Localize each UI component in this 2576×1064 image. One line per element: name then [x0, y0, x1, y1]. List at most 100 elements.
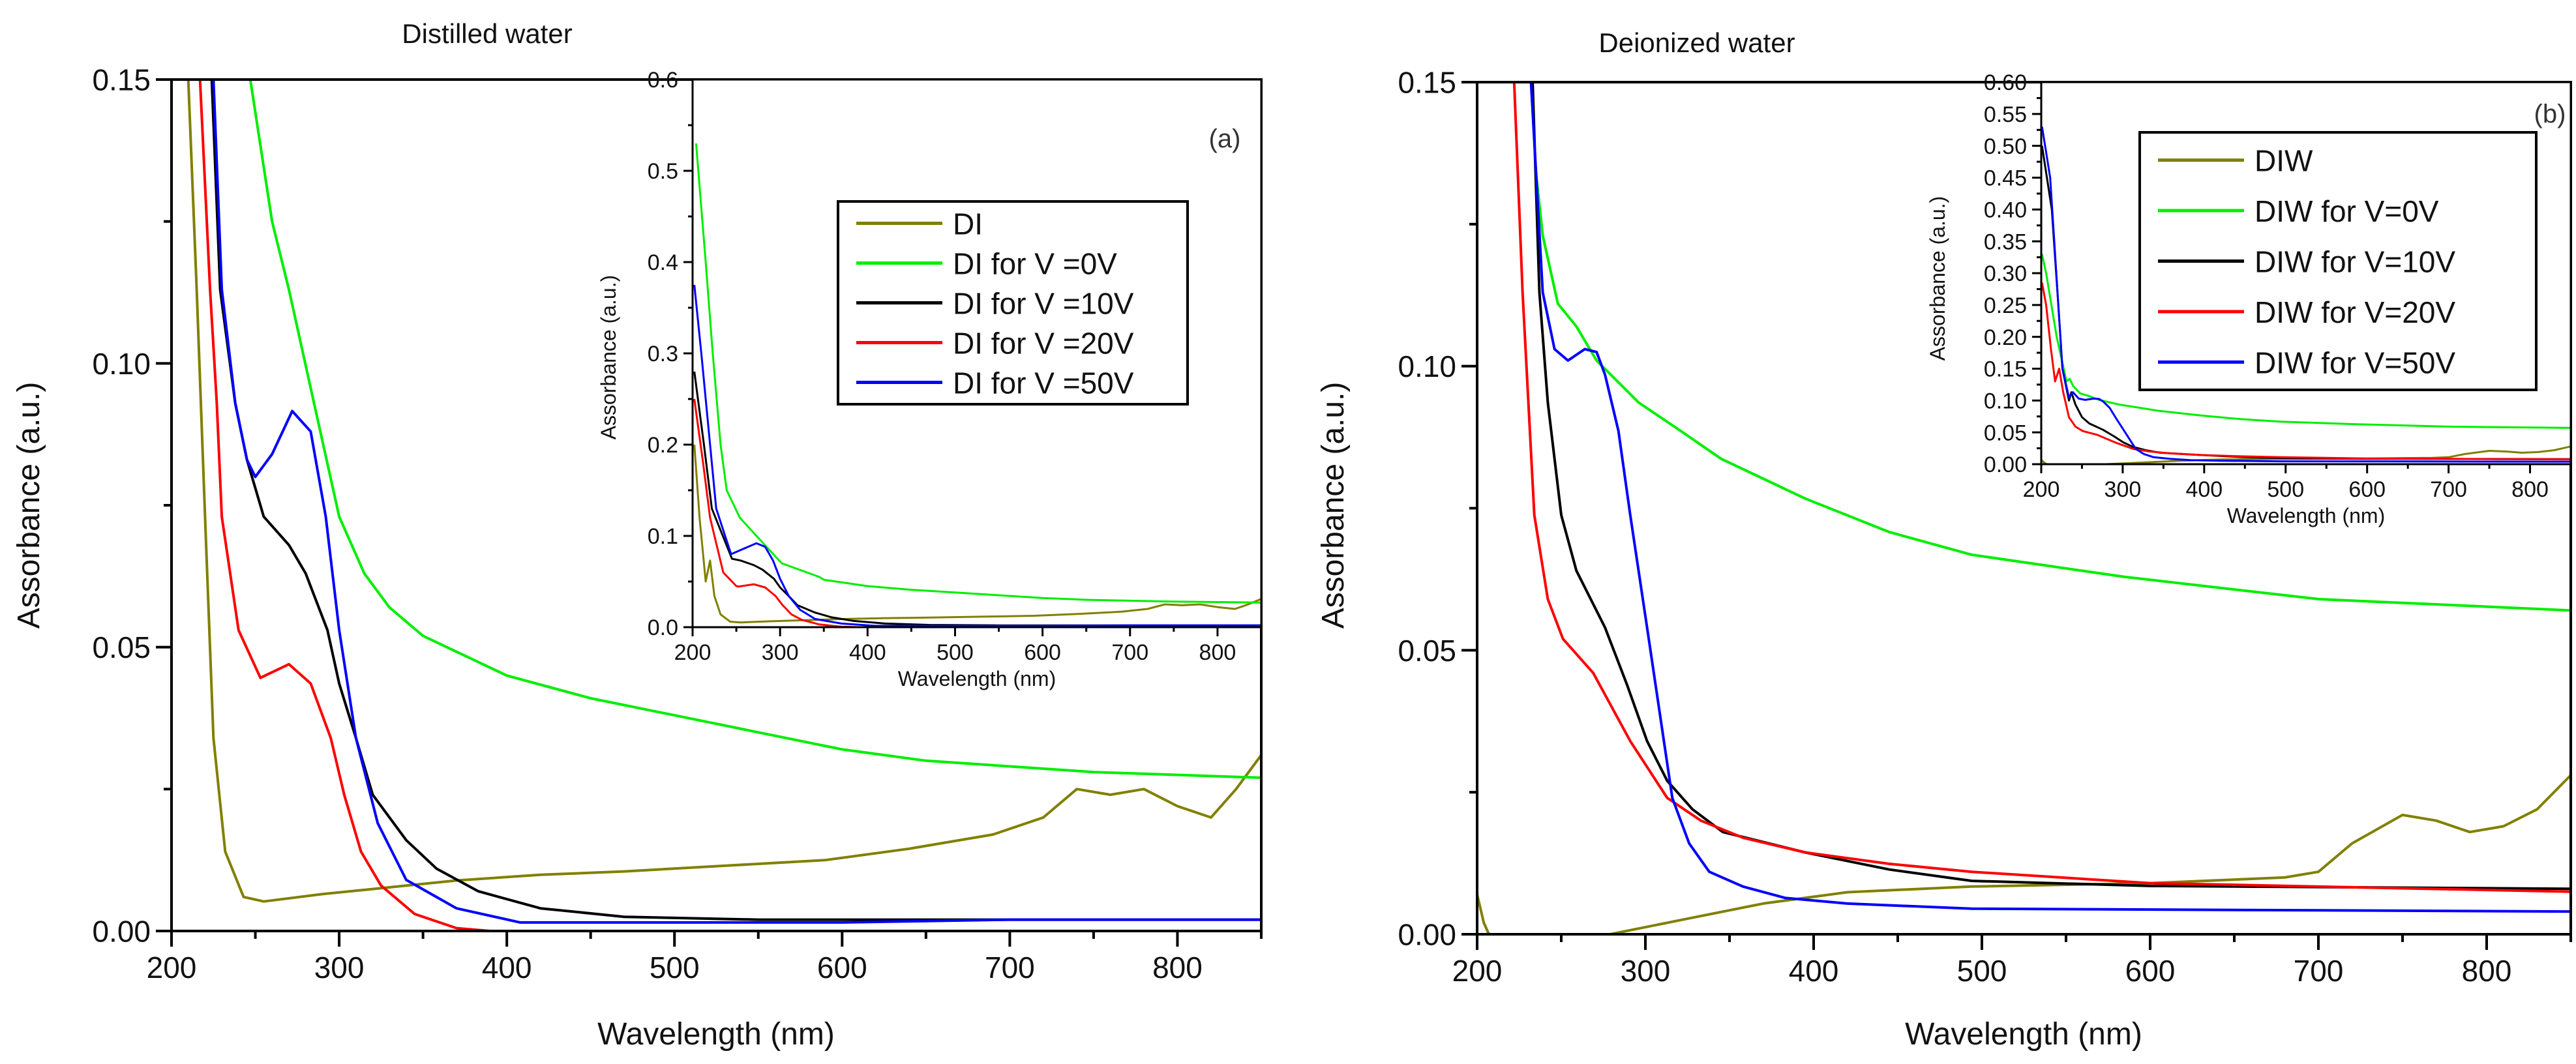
y-tick-label: 0.10 [1398, 349, 1456, 383]
legend-item: DIW for V=0V [2158, 194, 2439, 228]
x-tick-label: 600 [2348, 477, 2386, 502]
main-plot-b: 200 300 400 500 600 700 800 0.00 0.05 0.10 0.15 [1398, 66, 2572, 988]
x-tick-label: 300 [314, 951, 365, 984]
y-tick-label: 0.5 [648, 159, 678, 184]
y-tick-label: 0.05 [1398, 634, 1456, 668]
legend-label: DIW [2254, 144, 2313, 178]
legend-a: DI DI for V =0V DI for V =10V DI for V =20V… [837, 200, 1189, 406]
series-line-2 [248, 80, 1261, 779]
legend-item: DIW for V=10V [2158, 245, 2455, 279]
series-line-2 [1535, 173, 2571, 612]
y-tick-label: 0.1 [648, 524, 678, 549]
y-tick-label: 0.50 [1984, 134, 2027, 159]
inset-a-series-group [693, 143, 1261, 627]
legend-item: DI for V =50V [856, 366, 1134, 400]
x-tick-label: 200 [147, 951, 197, 984]
series-line-4 [198, 80, 1261, 931]
y-tick-label: 0.0 [648, 615, 678, 640]
x-tick-label: 500 [650, 951, 700, 984]
x-tick-label: 300 [2104, 477, 2142, 502]
y-tick-label: 0.00 [1984, 452, 2027, 477]
y-tick-label: 0.10 [1984, 389, 2027, 414]
inset-x-axis-label-b: Wavelength (nm) [2227, 504, 2385, 527]
y-tick-label: 0.25 [1984, 293, 2027, 318]
series-line-4 [693, 398, 1261, 627]
y-axis-label-b: Assorbance (a.u.) [1316, 382, 1351, 629]
panel-b: Deionized water 200 300 400 500 600 700 800 0.0… [1316, 27, 2572, 1052]
y-tick-label: 0.35 [1984, 229, 2027, 254]
legend-label: DI for V =10V [953, 287, 1134, 321]
x-tick-label: 500 [936, 640, 974, 665]
y-tick-label: 0.20 [1984, 325, 2027, 350]
series-line-4 [1512, 82, 2571, 893]
y-tick-label: 0.00 [1398, 918, 1456, 952]
legend-label: DI for V =20V [953, 326, 1134, 360]
legend-label: DI for V =0V [953, 247, 1117, 281]
x-tick-label: 600 [1024, 640, 1061, 665]
x-tick-label: 400 [2185, 477, 2223, 502]
series-line-1 [693, 444, 1261, 624]
inset-y-axis-label-a: Assorbance (a.u.) [597, 275, 620, 440]
x-tick-label: 600 [2125, 954, 2176, 988]
x-tick-label: 800 [1152, 951, 1203, 984]
legend-label: DIW for V=10V [2254, 245, 2455, 279]
series-line-3 [693, 371, 1261, 627]
legend-label: DIW for V=50V [2254, 346, 2455, 379]
y-tick-label: 0.15 [1398, 66, 1456, 100]
inset-b-series-group [2041, 126, 2571, 464]
legend-item: DI for V =20V [856, 326, 1134, 360]
x-tick-label: 200 [2023, 477, 2060, 502]
x-tick-label: 700 [2294, 954, 2344, 988]
legend-item: DIW for V=20V [2158, 295, 2455, 329]
y-tick-label: 0.15 [1984, 357, 2027, 382]
legend-b: DIW DIW for V=0V DIW for V=10V DIW for V=20… [2138, 131, 2538, 391]
x-tick-label: 300 [1621, 954, 1671, 988]
series-line-3 [1531, 82, 2571, 891]
x-axis-label-b: Wavelength (nm) [1905, 1017, 2142, 1052]
y-tick-label: 0.05 [1984, 421, 2027, 445]
y-tick-label: 0.55 [1984, 102, 2027, 127]
x-tick-label: 700 [985, 951, 1035, 984]
x-tick-label: 200 [674, 640, 711, 665]
x-tick-label: 400 [1789, 954, 1839, 988]
y-tick-label: 0.30 [1984, 261, 2027, 286]
series-line-2 [695, 143, 1261, 604]
x-tick-label: 700 [2430, 477, 2467, 502]
x-tick-label: 600 [817, 951, 867, 984]
y-tick-label: 0.15 [92, 63, 151, 97]
x-tick-label: 300 [762, 640, 799, 665]
inset-plot-a: 200 300 400 500 600 700 800 0.0 0.1 0.2 0.3 0.4 0.5 0… [648, 68, 1263, 665]
panel-a: Distilled water 200 300 400 500 600 700 800 0.0… [12, 18, 1263, 1052]
y-tick-label: 0.40 [1984, 198, 2027, 223]
y-tick-label: 0.6 [648, 68, 678, 93]
y-tick-label: 0.60 [1984, 70, 2027, 95]
panel-label-b: (b) [2534, 100, 2566, 128]
series-line-5 [1529, 82, 2571, 913]
x-tick-label: 400 [482, 951, 532, 984]
y-tick-label: 0.05 [92, 630, 151, 664]
legend-item: DI [856, 207, 983, 241]
x-tick-label: 400 [849, 640, 886, 665]
x-axis-label-a: Wavelength (nm) [597, 1017, 835, 1052]
y-tick-label: 0.2 [648, 433, 678, 458]
series-line-4 [2041, 282, 2571, 461]
legend-item: DIW [2158, 144, 2313, 178]
legend-item: DI for V =10V [856, 287, 1134, 321]
legend-item: DI for V =0V [856, 247, 1117, 281]
legend-label: DIW for V=0V [2254, 194, 2439, 228]
y-tick-label: 0.10 [92, 347, 151, 381]
series-line-5 [212, 80, 1261, 924]
legend-item: DIW for V=50V [2158, 346, 2455, 379]
inset-y-axis-label-b: Assorbance (a.u.) [1926, 196, 1949, 361]
legend-label: DIW for V=20V [2254, 295, 2455, 329]
series-line-1 [187, 80, 1261, 903]
x-tick-label: 700 [1111, 640, 1148, 665]
chart-title-b: Deionized water [1598, 27, 1795, 58]
legend-label: DI for V =50V [953, 366, 1134, 400]
panel-label-a: (a) [1209, 125, 1241, 153]
x-tick-label: 800 [1199, 640, 1236, 665]
main-b-series-group [1477, 82, 2571, 934]
y-tick-label: 0.4 [648, 250, 678, 275]
x-tick-label: 500 [1957, 954, 2007, 988]
